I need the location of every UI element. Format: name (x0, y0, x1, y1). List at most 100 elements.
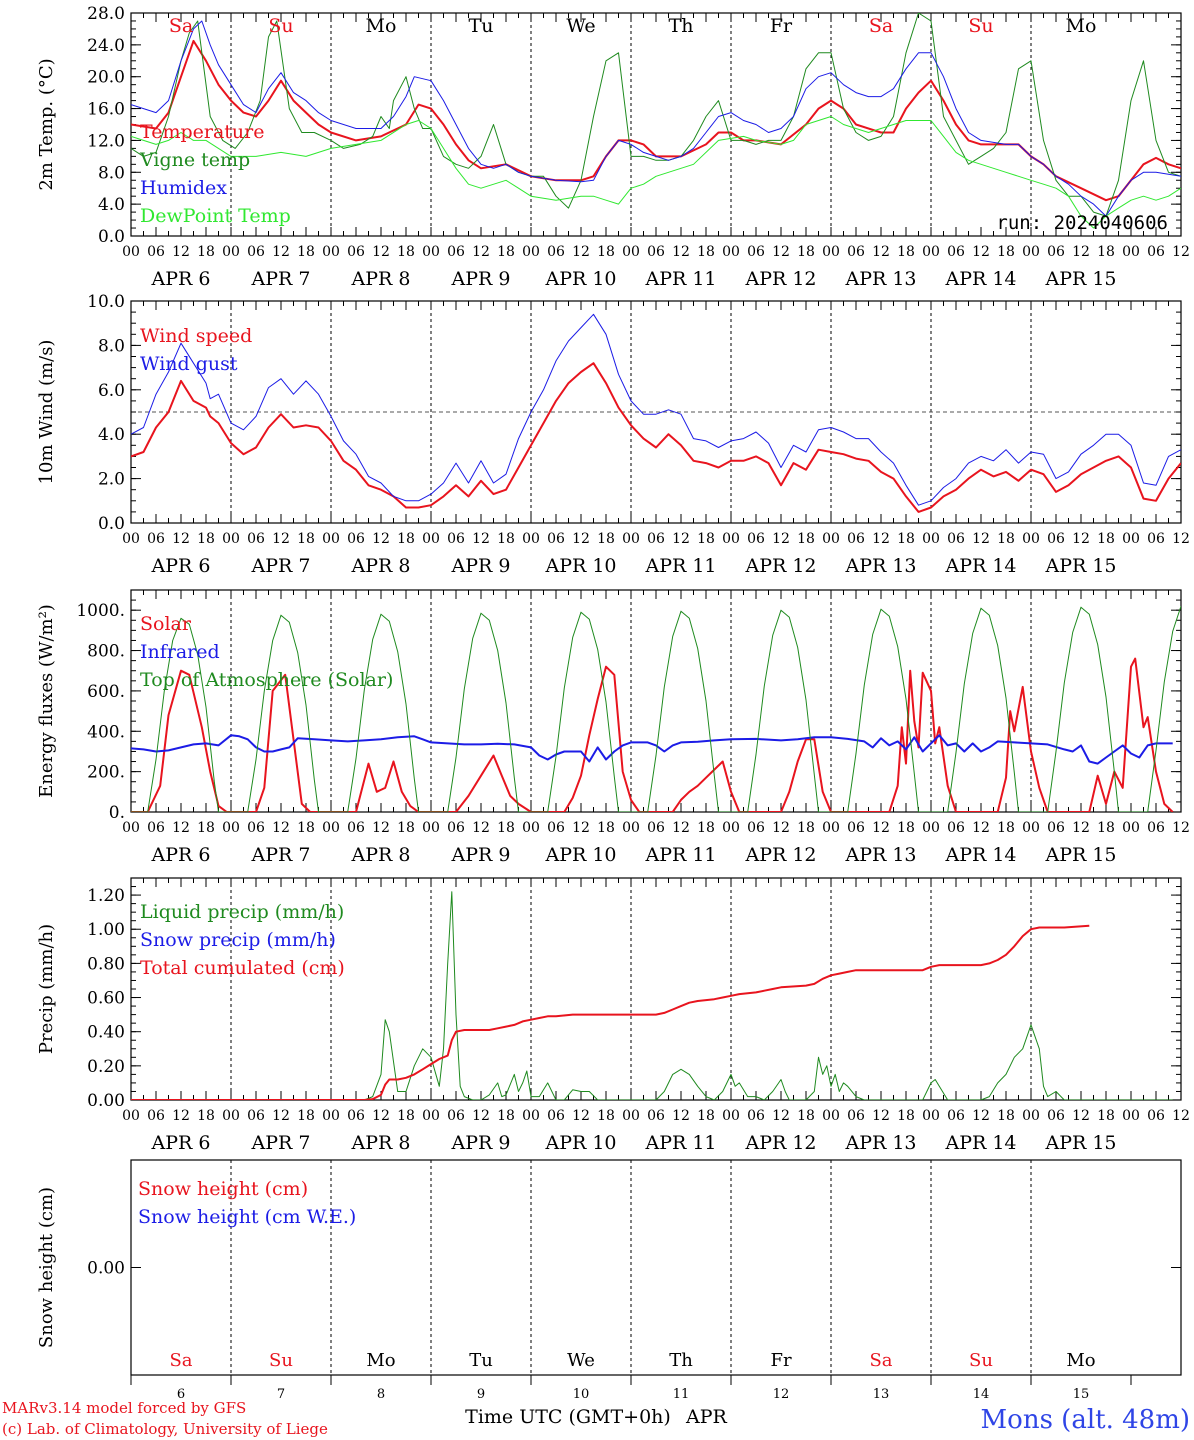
weekday-top: Mo (366, 15, 397, 37)
y-axis-title: 2m Temp. (°C) (36, 58, 57, 190)
hour-label: 06 (747, 531, 765, 547)
hour-label: 00 (1122, 244, 1140, 260)
hour-label: 06 (147, 531, 165, 547)
weekday-bottom: Tu (469, 1350, 493, 1371)
hour-label: 00 (1022, 1108, 1040, 1124)
hour-label: 18 (197, 244, 215, 260)
day-number: 8 (377, 1387, 385, 1402)
hour-label: 18 (897, 820, 915, 836)
hour-label: 00 (122, 244, 140, 260)
hour-label: 12 (772, 531, 790, 547)
panel-temperature (130, 12, 1182, 237)
hour-label: 06 (447, 820, 465, 836)
hour-label: 18 (797, 244, 815, 260)
date-label: APR 11 (644, 844, 716, 866)
hour-label: 12 (872, 244, 890, 260)
date-label: APR 13 (844, 555, 916, 577)
weekday-top: Sa (169, 15, 193, 37)
hour-label: 00 (922, 1108, 940, 1124)
date-label: APR 8 (351, 844, 411, 866)
date-label: APR 9 (451, 1132, 511, 1154)
run-label: run: 2024040606 (996, 212, 1168, 234)
y-axis-title: Energy fluxes (W/m²) (36, 604, 57, 798)
hour-label: 00 (1122, 820, 1140, 836)
hour-label: 18 (697, 820, 715, 836)
hour-label: 12 (572, 244, 590, 260)
y-tick-label: 0.0 (98, 227, 125, 247)
hour-label: 00 (222, 531, 240, 547)
hour-label: 06 (347, 531, 365, 547)
date-label: APR 7 (251, 844, 311, 866)
hour-label: 06 (847, 244, 865, 260)
hour-label: 00 (222, 244, 240, 260)
hour-label: 18 (497, 531, 515, 547)
credit-line: (c) Lab. of Climatology, University of L… (2, 1420, 328, 1438)
hour-label: 00 (1022, 244, 1040, 260)
hour-label: 18 (797, 1108, 815, 1124)
credit-line: MARv3.14 model forced by GFS (2, 1399, 246, 1417)
hour-label: 00 (722, 244, 740, 260)
hour-label: 00 (222, 1108, 240, 1124)
weekday-bottom: Sa (169, 1350, 192, 1371)
date-label: APR 6 (151, 844, 211, 866)
hour-label: 12 (972, 244, 990, 260)
panel-snow (130, 1159, 1182, 1385)
y-tick-label: 0.0 (98, 514, 125, 534)
date-label: APR 9 (451, 844, 511, 866)
day-number: 6 (177, 1387, 185, 1402)
date-label: APR 10 (544, 844, 616, 866)
y-tick-label: 1000. (76, 601, 125, 621)
series-line-humidex (131, 20, 1181, 217)
hour-label: 00 (322, 1108, 340, 1124)
hour-label: 12 (172, 1108, 190, 1124)
hour-label: 12 (272, 531, 290, 547)
date-label: APR 12 (744, 268, 816, 290)
date-label: APR 6 (151, 1132, 211, 1154)
hour-label: 12 (572, 1108, 590, 1124)
hour-label: 18 (997, 531, 1015, 547)
hour-label: 12 (1172, 1108, 1190, 1124)
hour-label: 12 (472, 820, 490, 836)
legend-entry: Solar (140, 613, 192, 635)
hour-label: 18 (1097, 820, 1115, 836)
hour-label: 18 (597, 244, 615, 260)
hour-label: 18 (797, 820, 815, 836)
hour-label: 00 (722, 820, 740, 836)
date-label: APR 10 (544, 1132, 616, 1154)
date-label: APR 11 (644, 268, 716, 290)
y-tick-label: 0.80 (87, 954, 125, 974)
hour-label: 06 (947, 1108, 965, 1124)
weekday-top: We (566, 15, 595, 37)
hour-label: 18 (197, 1108, 215, 1124)
legend-entry: Snow height (cm W.E.) (138, 1206, 356, 1228)
hour-label: 18 (297, 244, 315, 260)
hour-label: 00 (422, 531, 440, 547)
y-tick-label: 200. (87, 763, 125, 783)
hour-label: 18 (697, 1108, 715, 1124)
day-number: 13 (873, 1387, 890, 1402)
legend-entry: Wind speed (140, 325, 252, 347)
hour-label: 00 (1022, 820, 1040, 836)
panel-wind (130, 300, 1182, 524)
panel-energy (130, 589, 1182, 813)
hour-label: 18 (497, 1108, 515, 1124)
y-tick-label: 0.00 (87, 1091, 125, 1111)
weekday-bottom: Mo (1066, 1350, 1095, 1371)
hour-label: 12 (1172, 531, 1190, 547)
hour-label: 06 (1147, 820, 1165, 836)
hour-label: 12 (472, 244, 490, 260)
hour-label: 18 (697, 531, 715, 547)
date-label: APR 15 (1044, 1132, 1116, 1154)
hour-label: 06 (347, 244, 365, 260)
y-tick-label: 28.0 (87, 4, 125, 24)
hour-label: 00 (422, 820, 440, 836)
date-label: APR 7 (251, 1132, 311, 1154)
y-tick-label: 16.0 (87, 100, 125, 120)
y-tick-label: 600. (87, 682, 125, 702)
y-tick-label: 4.0 (98, 425, 125, 445)
weekday-top: Fr (770, 15, 793, 37)
hour-label: 18 (497, 244, 515, 260)
hour-label: 18 (597, 531, 615, 547)
hour-label: 00 (422, 244, 440, 260)
weekday-bottom: We (567, 1350, 595, 1371)
